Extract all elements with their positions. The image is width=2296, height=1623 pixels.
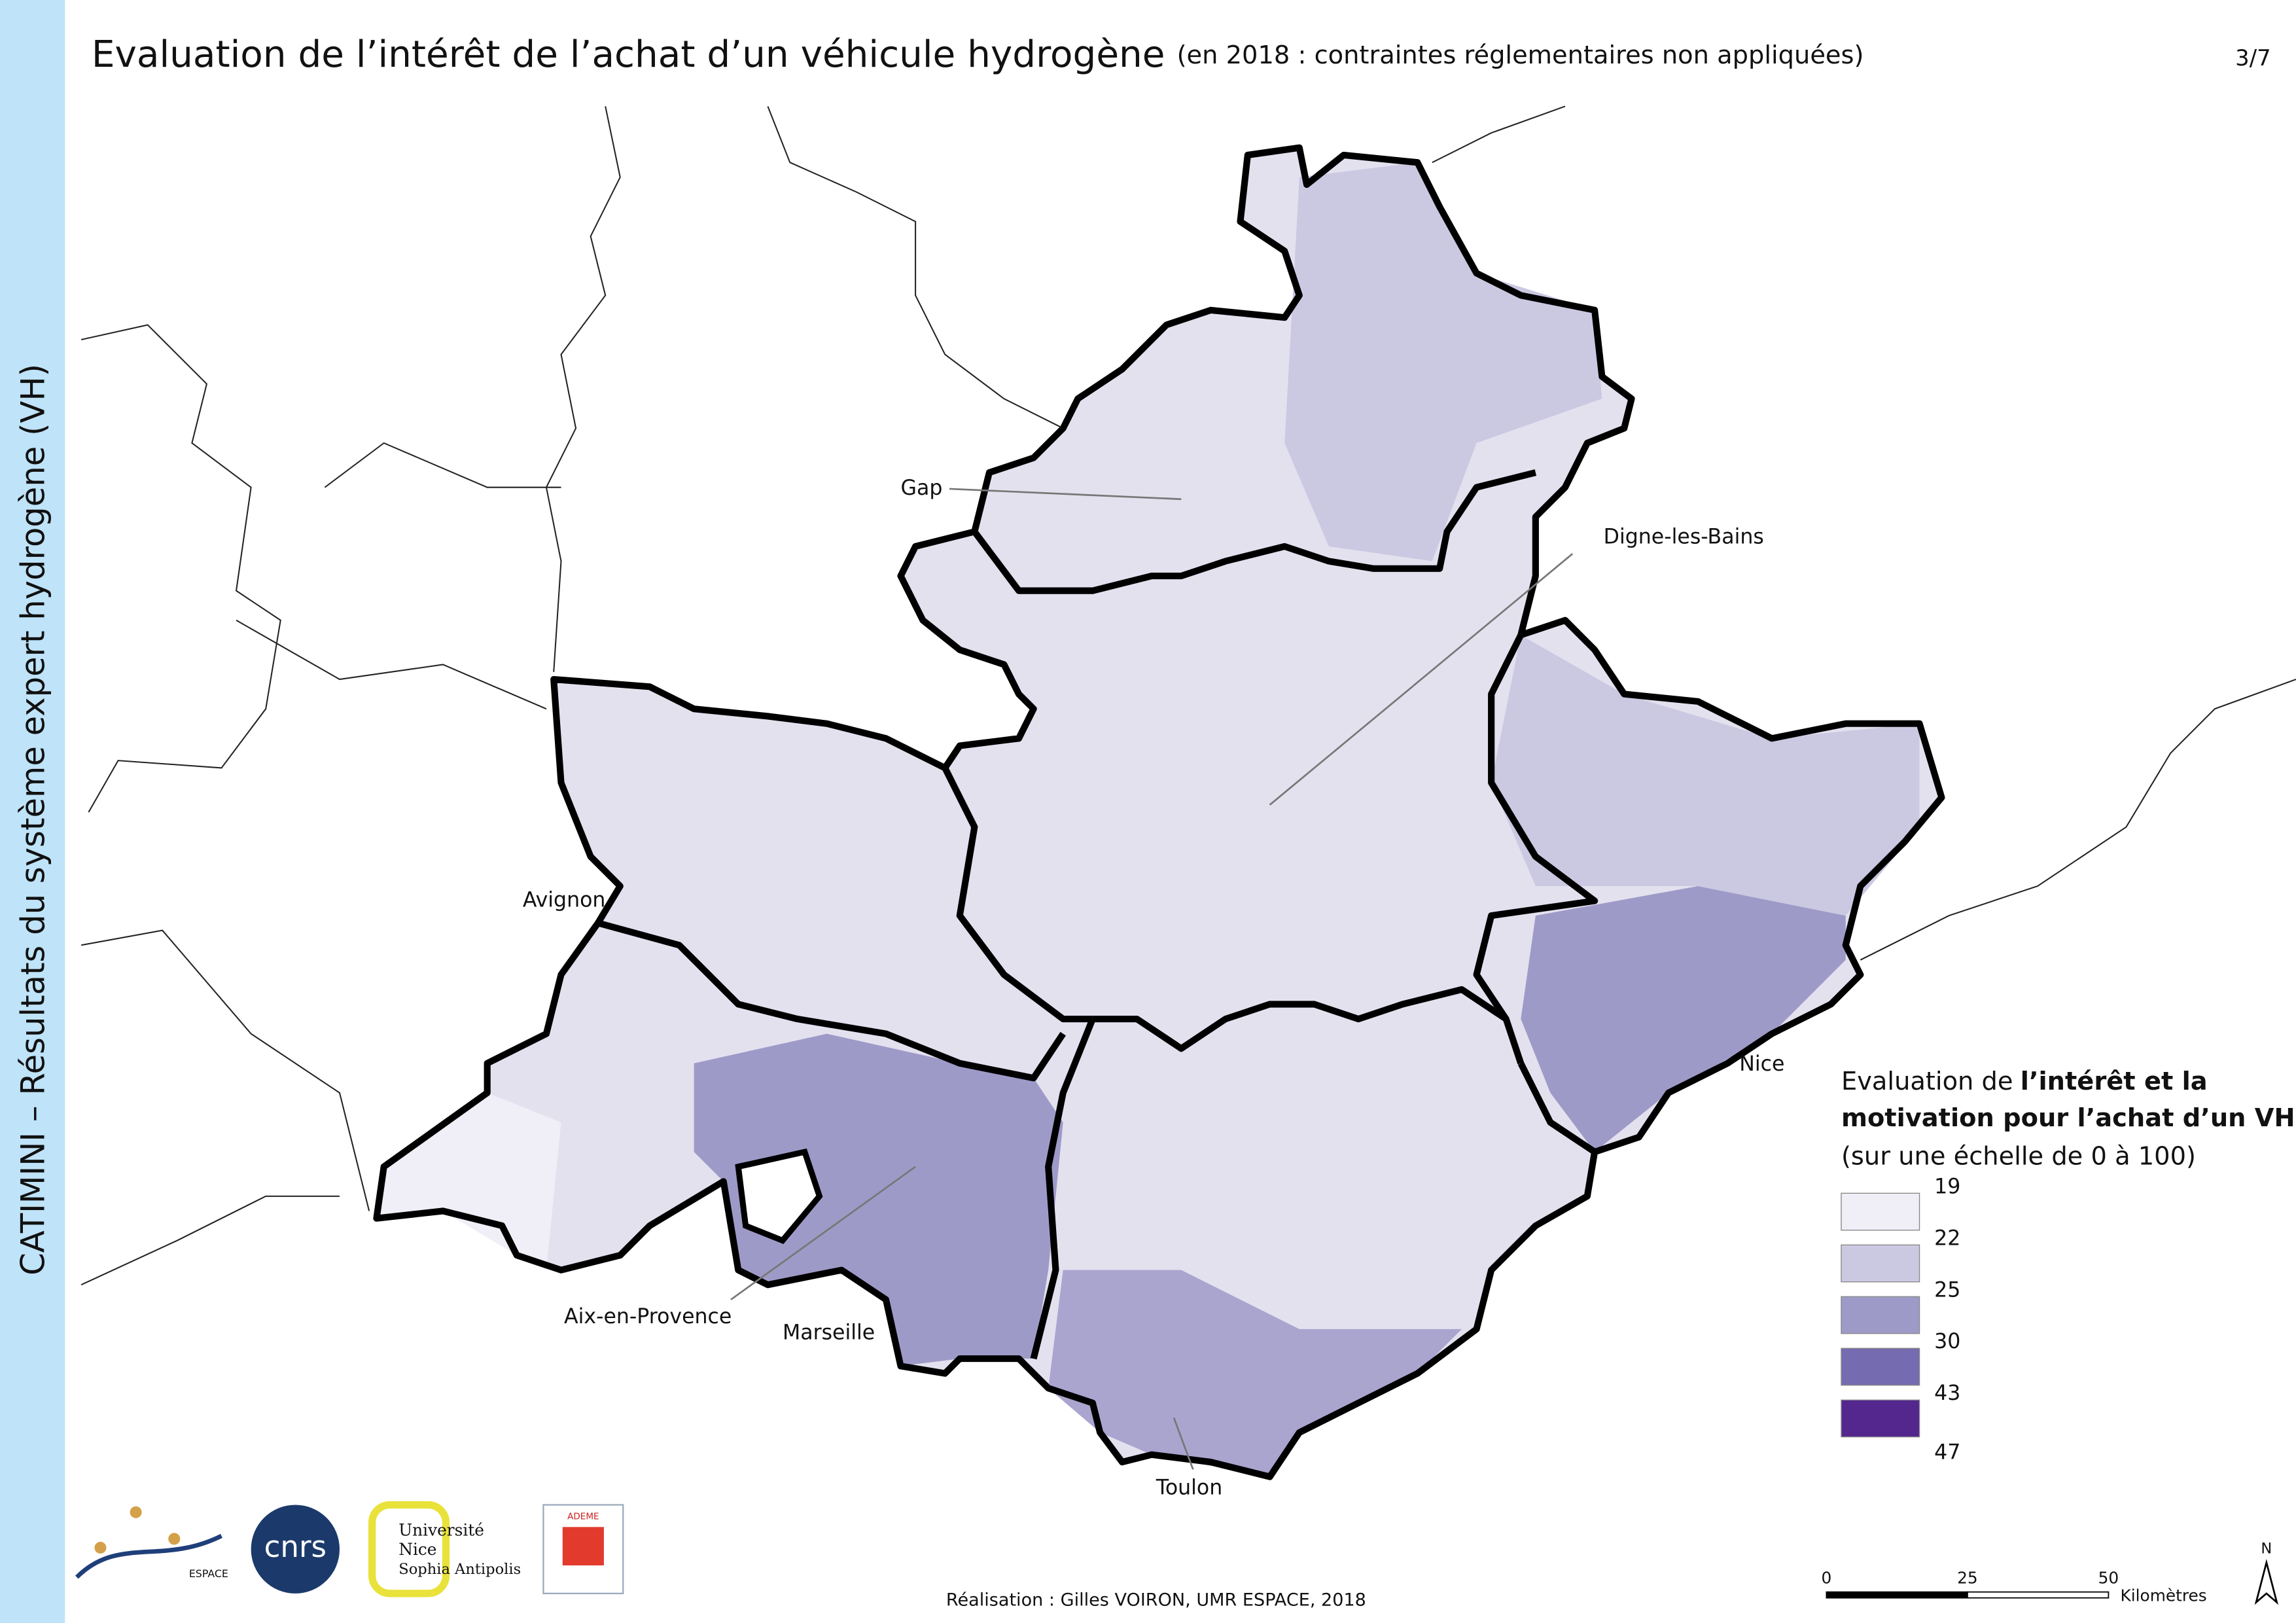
scale-segment <box>1967 1591 2110 1599</box>
title: Evaluation de l’intérêt de l’achat d’un … <box>92 33 1864 75</box>
legend-swatch <box>1841 1296 1920 1334</box>
scale-unit: Kilomètres <box>2120 1586 2206 1605</box>
university-logo-text: Université <box>398 1521 484 1540</box>
leader-line <box>949 488 1182 501</box>
zone-bdr <box>694 1033 1063 1366</box>
leader-line <box>1269 553 1574 806</box>
zone-nice <box>1521 885 1846 1152</box>
zone-camargue <box>376 1092 561 1270</box>
legend-title: Evaluation de l’intérêt et la <box>1841 1067 2208 1096</box>
city-label: Aix-en-Provence <box>564 1305 732 1329</box>
city-label: Nice <box>1739 1052 1784 1076</box>
zone-toulon <box>1048 1270 1462 1477</box>
border-84-04 <box>942 766 1093 1023</box>
ademe-logo-mark <box>562 1527 604 1565</box>
department-borders <box>373 144 1945 1480</box>
page-number: 3/7 <box>2235 45 2270 71</box>
border-05-04 <box>972 469 1537 594</box>
north-label: N <box>2261 1541 2272 1558</box>
legend-break: 19 <box>1934 1175 1960 1198</box>
zone-east <box>1491 635 1920 916</box>
border-04-83 <box>1092 986 1525 1065</box>
zone-north <box>1284 162 1602 562</box>
legend-break: 47 <box>1934 1440 1960 1464</box>
subtitle: (en 2018 : contraintes réglementaires no… <box>1177 40 1864 69</box>
border-83-06 <box>1517 1061 1597 1155</box>
border-13-83 <box>1030 1018 1096 1360</box>
city-label: Digne-les-Bains <box>1604 525 1764 548</box>
border-84-13 <box>597 919 1066 1082</box>
leader-line <box>730 1166 916 1300</box>
sidebar <box>0 0 65 1623</box>
background-borders <box>80 105 2296 1286</box>
title-main: Evaluation de l’intérêt de l’achat d’un … <box>92 33 1165 75</box>
cnrs-logo <box>251 1505 340 1594</box>
sidebar-text: CATIMINI – Résultats du système expert h… <box>14 364 52 1275</box>
legend-swatch <box>1841 1192 1920 1231</box>
legend-break: 43 <box>1934 1382 1960 1405</box>
espace-logo-dot <box>130 1506 142 1518</box>
city-label: Toulon <box>1156 1476 1222 1500</box>
espace-logo-dot <box>94 1541 107 1554</box>
choropleth <box>376 147 1942 1477</box>
legend-swatch <box>1841 1244 1920 1283</box>
leader-line <box>1173 1417 1194 1470</box>
legend-title-part: Evaluation de <box>1841 1067 2013 1096</box>
legend-swatch <box>1841 1347 1920 1386</box>
credit: Réalisation : Gilles VOIRON, UMR ESPACE,… <box>946 1590 1366 1611</box>
legend-title-part: motivation pour l’achat d’un VH <box>1841 1103 2295 1133</box>
legend-swatch <box>1841 1399 1920 1438</box>
border-04-06 <box>1473 633 1598 1021</box>
legend-title-part: (sur une échelle de 0 à 100) <box>1841 1142 2196 1171</box>
legend-break: 22 <box>1934 1226 1960 1250</box>
university-logo-text: Nice <box>398 1540 436 1559</box>
scale-tick-label: 0 <box>1822 1568 1832 1587</box>
espace-logo-text: ESPACE <box>189 1567 228 1580</box>
legend-title-part: l’intérêt et la <box>2021 1067 2208 1096</box>
university-logo-text: Sophia Antipolis <box>398 1561 521 1578</box>
legend-break: 30 <box>1934 1330 1960 1353</box>
scale-tick-label: 25 <box>1957 1568 1978 1587</box>
university-logo-shape <box>368 1501 450 1597</box>
city-label: Avignon <box>523 889 606 912</box>
legend-break: 25 <box>1934 1278 1960 1302</box>
north-arrow: N <box>2254 1541 2279 1605</box>
ademe-logo-text: ADEME <box>567 1512 599 1522</box>
scale-segment <box>1826 1591 1968 1599</box>
legend: Evaluation de l’intérêt et la motivation … <box>1841 1067 2295 1464</box>
espace-logo-dot <box>168 1533 181 1545</box>
scale-tick-label: 50 <box>2098 1568 2119 1587</box>
logos: ESPACE cnrs Université Nice Sophia Antip… <box>75 1501 624 1597</box>
north-arrow-shape <box>2254 1559 2279 1605</box>
etang-de-berre <box>735 1148 823 1244</box>
espace-logo-shape <box>75 1533 223 1579</box>
city-label: Gap <box>901 476 943 500</box>
cnrs-logo-text: cnrs <box>264 1529 327 1564</box>
city-labels: Gap Digne-les-Bains Avignon Aix-en-Prove… <box>523 476 1785 1500</box>
city-label: Marseille <box>783 1321 875 1345</box>
